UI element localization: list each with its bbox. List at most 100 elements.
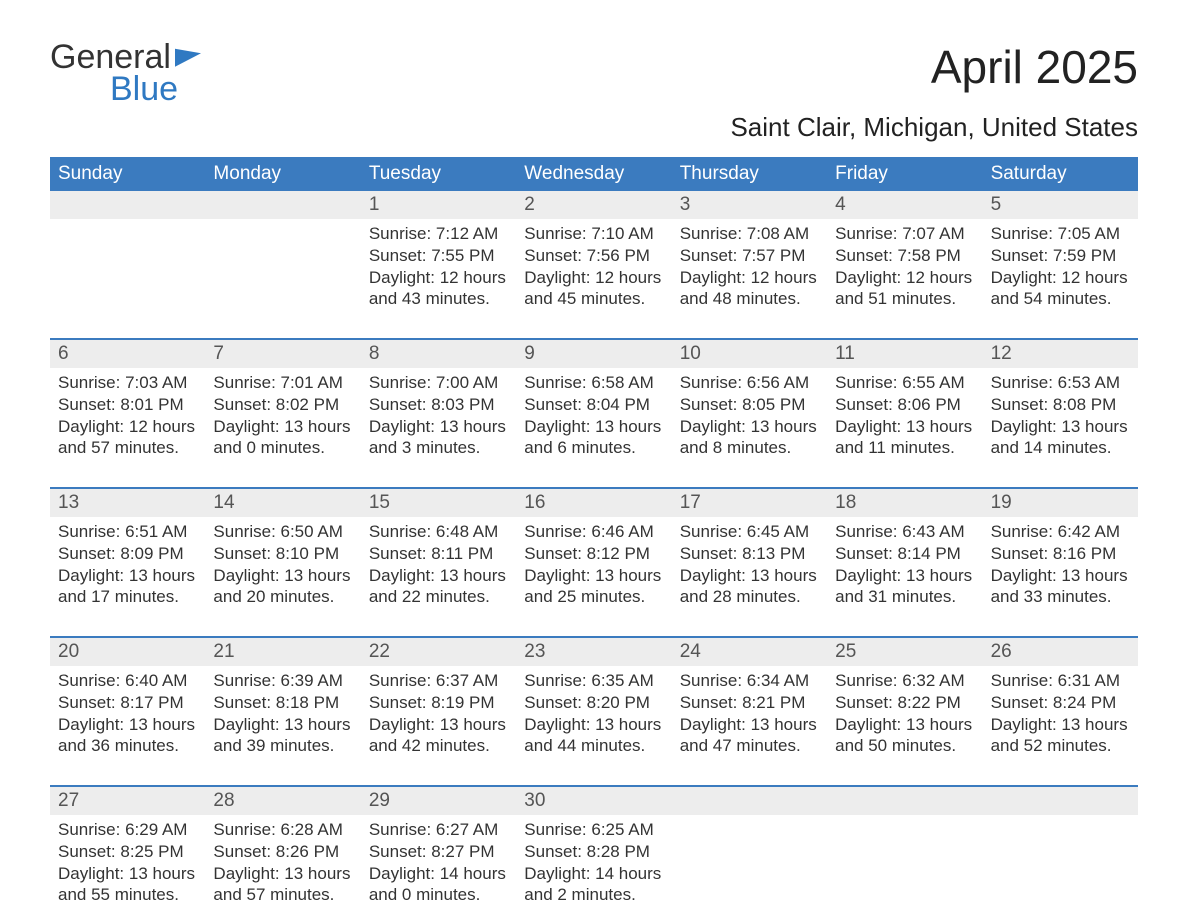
day-cell-sunset: Sunset: 8:24 PM <box>991 692 1130 714</box>
day-cell-day1: Daylight: 12 hours <box>991 267 1130 289</box>
day-cell: Sunrise: 6:43 AMSunset: 8:14 PMDaylight:… <box>827 517 982 614</box>
day-cell: Sunrise: 6:55 AMSunset: 8:06 PMDaylight:… <box>827 368 982 465</box>
day-cell-sunset: Sunset: 8:05 PM <box>680 394 819 416</box>
day-number: 25 <box>827 638 982 666</box>
day-cell-day1: Daylight: 13 hours <box>58 565 197 587</box>
day-number-row: 12345 <box>50 191 1138 219</box>
day-number <box>983 787 1138 815</box>
day-cell: Sunrise: 6:31 AMSunset: 8:24 PMDaylight:… <box>983 666 1138 763</box>
day-number: 3 <box>672 191 827 219</box>
day-number: 4 <box>827 191 982 219</box>
day-cell-day2: and 57 minutes. <box>58 437 197 459</box>
day-number: 23 <box>516 638 671 666</box>
day-cell: Sunrise: 7:07 AMSunset: 7:58 PMDaylight:… <box>827 219 982 316</box>
day-cell-sunset: Sunset: 8:11 PM <box>369 543 508 565</box>
day-cell <box>50 219 205 316</box>
day-cell-day2: and 11 minutes. <box>835 437 974 459</box>
day-cell: Sunrise: 6:37 AMSunset: 8:19 PMDaylight:… <box>361 666 516 763</box>
day-cell-day2: and 50 minutes. <box>835 735 974 757</box>
day-cell-day1: Daylight: 13 hours <box>369 565 508 587</box>
title-block: April 2025 Saint Clair, Michigan, United… <box>730 40 1138 143</box>
day-cell-sunrise: Sunrise: 6:45 AM <box>680 521 819 543</box>
day-number <box>672 787 827 815</box>
day-cell: Sunrise: 6:50 AMSunset: 8:10 PMDaylight:… <box>205 517 360 614</box>
logo-triangle-icon <box>175 49 201 72</box>
day-cell-sunset: Sunset: 8:25 PM <box>58 841 197 863</box>
day-header-sunday: Sunday <box>50 157 205 191</box>
day-cell-day1: Daylight: 12 hours <box>58 416 197 438</box>
day-cell-day2: and 51 minutes. <box>835 288 974 310</box>
location-text: Saint Clair, Michigan, United States <box>730 112 1138 143</box>
day-cell <box>205 219 360 316</box>
day-cell-day2: and 6 minutes. <box>524 437 663 459</box>
day-cell: Sunrise: 6:40 AMSunset: 8:17 PMDaylight:… <box>50 666 205 763</box>
day-number: 14 <box>205 489 360 517</box>
day-cell: Sunrise: 6:48 AMSunset: 8:11 PMDaylight:… <box>361 517 516 614</box>
day-cell: Sunrise: 6:46 AMSunset: 8:12 PMDaylight:… <box>516 517 671 614</box>
day-cell-sunrise: Sunrise: 6:53 AM <box>991 372 1130 394</box>
day-cell-sunrise: Sunrise: 7:03 AM <box>58 372 197 394</box>
day-cell-sunrise: Sunrise: 6:32 AM <box>835 670 974 692</box>
day-number <box>205 191 360 219</box>
day-cell-day1: Daylight: 13 hours <box>991 565 1130 587</box>
day-cells-row: Sunrise: 6:40 AMSunset: 8:17 PMDaylight:… <box>50 666 1138 763</box>
day-cell-sunrise: Sunrise: 6:56 AM <box>680 372 819 394</box>
day-cell-sunset: Sunset: 7:57 PM <box>680 245 819 267</box>
day-number: 29 <box>361 787 516 815</box>
day-cell-sunset: Sunset: 8:01 PM <box>58 394 197 416</box>
day-cell-day2: and 2 minutes. <box>524 884 663 906</box>
day-cell <box>827 815 982 912</box>
day-cell: Sunrise: 7:01 AMSunset: 8:02 PMDaylight:… <box>205 368 360 465</box>
day-cell: Sunrise: 6:39 AMSunset: 8:18 PMDaylight:… <box>205 666 360 763</box>
day-cell-day2: and 48 minutes. <box>680 288 819 310</box>
day-header-saturday: Saturday <box>983 157 1138 191</box>
day-number: 30 <box>516 787 671 815</box>
logo-text-blue: Blue <box>110 72 201 106</box>
day-cell: Sunrise: 6:58 AMSunset: 8:04 PMDaylight:… <box>516 368 671 465</box>
day-cell-day1: Daylight: 13 hours <box>369 714 508 736</box>
day-header-friday: Friday <box>827 157 982 191</box>
week-block: 12345Sunrise: 7:12 AMSunset: 7:55 PMDayl… <box>50 191 1138 316</box>
day-cell-sunrise: Sunrise: 6:35 AM <box>524 670 663 692</box>
day-cell-sunrise: Sunrise: 6:46 AM <box>524 521 663 543</box>
day-cell-day2: and 55 minutes. <box>58 884 197 906</box>
day-cell-sunrise: Sunrise: 6:25 AM <box>524 819 663 841</box>
day-cell-sunset: Sunset: 8:12 PM <box>524 543 663 565</box>
day-cell-sunset: Sunset: 8:16 PM <box>991 543 1130 565</box>
week-block: 13141516171819Sunrise: 6:51 AMSunset: 8:… <box>50 487 1138 614</box>
day-number-row: 20212223242526 <box>50 638 1138 666</box>
day-cell-day1: Daylight: 12 hours <box>369 267 508 289</box>
day-cell: Sunrise: 6:34 AMSunset: 8:21 PMDaylight:… <box>672 666 827 763</box>
day-cell: Sunrise: 6:56 AMSunset: 8:05 PMDaylight:… <box>672 368 827 465</box>
day-cell-day1: Daylight: 13 hours <box>524 714 663 736</box>
day-cell-day1: Daylight: 13 hours <box>213 863 352 885</box>
day-cell-sunrise: Sunrise: 6:34 AM <box>680 670 819 692</box>
day-cell-day1: Daylight: 13 hours <box>680 416 819 438</box>
weeks-container: 12345Sunrise: 7:12 AMSunset: 7:55 PMDayl… <box>50 191 1138 912</box>
day-cell-sunset: Sunset: 8:03 PM <box>369 394 508 416</box>
day-cell <box>672 815 827 912</box>
day-cell-sunset: Sunset: 8:19 PM <box>369 692 508 714</box>
week-block: 6789101112Sunrise: 7:03 AMSunset: 8:01 P… <box>50 338 1138 465</box>
day-number: 15 <box>361 489 516 517</box>
day-number: 12 <box>983 340 1138 368</box>
day-cell-sunrise: Sunrise: 6:48 AM <box>369 521 508 543</box>
day-cell: Sunrise: 6:42 AMSunset: 8:16 PMDaylight:… <box>983 517 1138 614</box>
day-cell-sunrise: Sunrise: 7:12 AM <box>369 223 508 245</box>
day-cell: Sunrise: 7:10 AMSunset: 7:56 PMDaylight:… <box>516 219 671 316</box>
logo-text-general: General <box>50 40 171 74</box>
day-cell-day2: and 47 minutes. <box>680 735 819 757</box>
day-cell-sunset: Sunset: 8:06 PM <box>835 394 974 416</box>
day-number: 13 <box>50 489 205 517</box>
day-cell-day2: and 43 minutes. <box>369 288 508 310</box>
day-cell-day1: Daylight: 13 hours <box>213 714 352 736</box>
day-cell-day1: Daylight: 14 hours <box>524 863 663 885</box>
day-number: 19 <box>983 489 1138 517</box>
day-number: 22 <box>361 638 516 666</box>
day-cell-sunset: Sunset: 8:04 PM <box>524 394 663 416</box>
day-number: 18 <box>827 489 982 517</box>
day-cell-sunrise: Sunrise: 7:08 AM <box>680 223 819 245</box>
day-cell-sunrise: Sunrise: 6:42 AM <box>991 521 1130 543</box>
day-cell-sunrise: Sunrise: 6:43 AM <box>835 521 974 543</box>
day-cells-row: Sunrise: 7:03 AMSunset: 8:01 PMDaylight:… <box>50 368 1138 465</box>
